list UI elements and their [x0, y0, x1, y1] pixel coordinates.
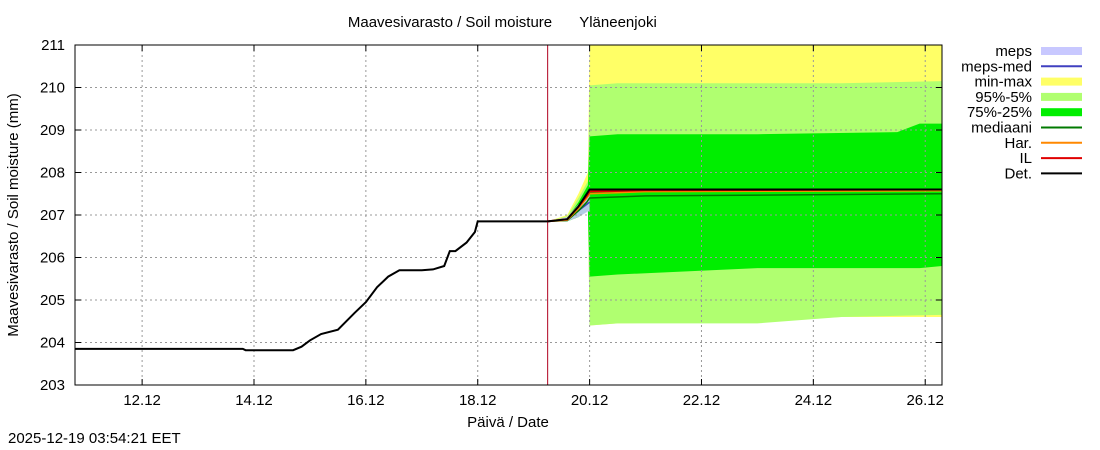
x-tick-label: 26.12 — [906, 392, 944, 409]
y-tick-label: 205 — [40, 292, 65, 309]
legend-swatch-band — [1041, 77, 1082, 86]
legend-label: mediaani — [971, 120, 1032, 137]
legend-label: 95%-5% — [975, 89, 1032, 106]
chart-title: Maavesivarasto / Soil moisture — [348, 14, 552, 31]
x-tick-label: 18.12 — [459, 392, 497, 409]
y-tick-label: 207 — [40, 207, 65, 224]
timestamp: 2025-12-19 03:54:21 EET — [8, 430, 181, 447]
plot-clip-group — [75, 45, 942, 385]
legend-label: 75%-25% — [967, 104, 1032, 121]
x-tick-label: 16.12 — [347, 392, 385, 409]
legend-label: min-max — [974, 74, 1032, 91]
legend-label: meps — [995, 43, 1032, 60]
legend-label: meps-med — [961, 58, 1032, 75]
x-tick-label: 20.12 — [571, 392, 609, 409]
legend-swatch-band — [1041, 92, 1082, 101]
plot-area: 12.12 14.12 16.12 18.12 20.12 22.12 24.12 26.12… — [40, 37, 944, 409]
x-tick-label: 24.12 — [795, 392, 833, 409]
x-tick-label: 22.12 — [683, 392, 721, 409]
y-tick-label: 204 — [40, 335, 65, 352]
legend-label: Det. — [1004, 165, 1032, 182]
legend-label: Har. — [1004, 135, 1032, 152]
x-tick-label: 14.12 — [235, 392, 273, 409]
x-tick-label: 12.12 — [123, 392, 161, 409]
y-tick-label: 211 — [41, 37, 65, 54]
legend-swatch-band — [1041, 108, 1082, 117]
station-name: Yläneenjoki — [579, 14, 657, 31]
legend-swatch-band — [1041, 47, 1082, 55]
series-det-observed — [75, 220, 548, 352]
series-det-forecast — [547, 188, 942, 223]
band-75-25 — [547, 123, 942, 277]
y-tick-label: 206 — [40, 250, 65, 267]
y-tick-label: 208 — [40, 165, 65, 182]
y-tick-label: 203 — [40, 377, 65, 394]
legend-label: IL — [1019, 150, 1032, 167]
x-axis-label: Päivä / Date — [467, 414, 549, 431]
y-tick-label: 209 — [40, 122, 65, 139]
y-axis-label: Maavesivarasto / Soil moisture (mm) — [5, 93, 22, 336]
legend: mepsmeps-medmin-max95%-5%75%-25%mediaani… — [961, 43, 1082, 182]
band-meps — [547, 195, 590, 222]
y-tick-label: 210 — [40, 80, 65, 97]
